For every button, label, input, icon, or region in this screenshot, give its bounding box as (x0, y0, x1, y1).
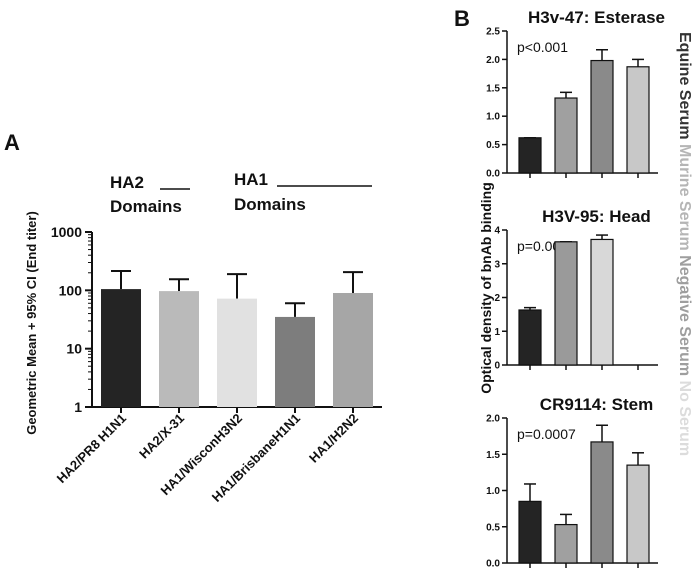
bar (626, 66, 650, 174)
bar (217, 298, 257, 407)
panel-a-ylabel: Geometric Mean + 95% CI (End titer) (24, 211, 39, 435)
side-legend-item: Negative Serum (676, 251, 693, 376)
x-tick-label: HA2/PR8 H1N1 (54, 411, 129, 486)
bar (554, 97, 578, 174)
y-tick-label: 2.5 (486, 27, 500, 38)
y-tick-label: 0.5 (486, 522, 500, 533)
panel-a-label: A (4, 130, 20, 155)
x-tick-label: HA1/H2N2 (306, 411, 361, 466)
bar (518, 500, 542, 564)
panel-title: CR9114: Stem (540, 395, 653, 414)
y-tick-label: 1000 (51, 224, 82, 240)
ha1-label: HA1 (234, 170, 268, 189)
panel-b-label: B (454, 6, 470, 31)
y-tick-label: 0.0 (486, 559, 500, 570)
y-tick-label: 4 (494, 226, 500, 237)
y-tick-label: 2.0 (486, 414, 500, 425)
panel-b-side-legend: Equine Serum Murine Serum Negative Serum… (676, 32, 693, 456)
panel-title: H3V-95: Head (542, 207, 651, 226)
y-tick-label: 0.5 (486, 140, 500, 151)
y-tick-label: 10 (66, 341, 82, 357)
bar (518, 137, 542, 174)
y-tick-label: 100 (59, 282, 83, 298)
y-tick-label: 2.0 (486, 55, 500, 66)
bar (554, 523, 578, 564)
panel-b-ylabel: Optical density of bnAb binding (478, 182, 494, 394)
bar (590, 59, 614, 174)
y-tick-label: 1.5 (486, 83, 500, 94)
bar (518, 309, 542, 366)
y-tick-label: 0.0 (486, 169, 500, 180)
panel-b-bottom-chart: CR9114: Stem 0.0 0.5 1.0 1.5 2.0 p=0.0007 (486, 395, 658, 570)
bar (159, 291, 199, 407)
y-tick-label: 3 (494, 259, 500, 270)
ha2-domains-label: Domains (110, 197, 182, 216)
bar (626, 464, 650, 564)
panel-title: H3v-47: Esterase (528, 8, 665, 27)
side-legend-item: No Serum (676, 376, 693, 456)
y-tick-label: 1 (494, 327, 500, 338)
bar (275, 316, 315, 407)
p-value-annotation: p=0.0007 (517, 426, 576, 442)
panel-b-top-chart: H3v-47: Esterase 0.0 0.5 1.0 1.5 2.0 2.5 p<0.00… (486, 8, 665, 180)
side-legend-item: Murine Serum (676, 140, 693, 251)
y-tick-label: 1 (74, 399, 82, 415)
y-tick-label: 0 (494, 361, 500, 372)
bar (333, 293, 373, 407)
y-tick-label: 2 (494, 293, 500, 304)
y-tick-label: 1.5 (486, 450, 500, 461)
y-tick-label: 1.0 (486, 486, 500, 497)
bar (590, 441, 614, 564)
x-tick-label: HA2/X-31 (136, 411, 187, 462)
bar (554, 241, 578, 366)
bar (101, 289, 141, 407)
ha2-label: HA2 (110, 173, 144, 192)
p-value-annotation: p<0.001 (517, 39, 568, 55)
ha1-domains-label: Domains (234, 195, 306, 214)
side-legend-item: Equine Serum (676, 32, 693, 140)
bar (590, 238, 614, 366)
y-tick-label: 1.0 (486, 112, 500, 123)
